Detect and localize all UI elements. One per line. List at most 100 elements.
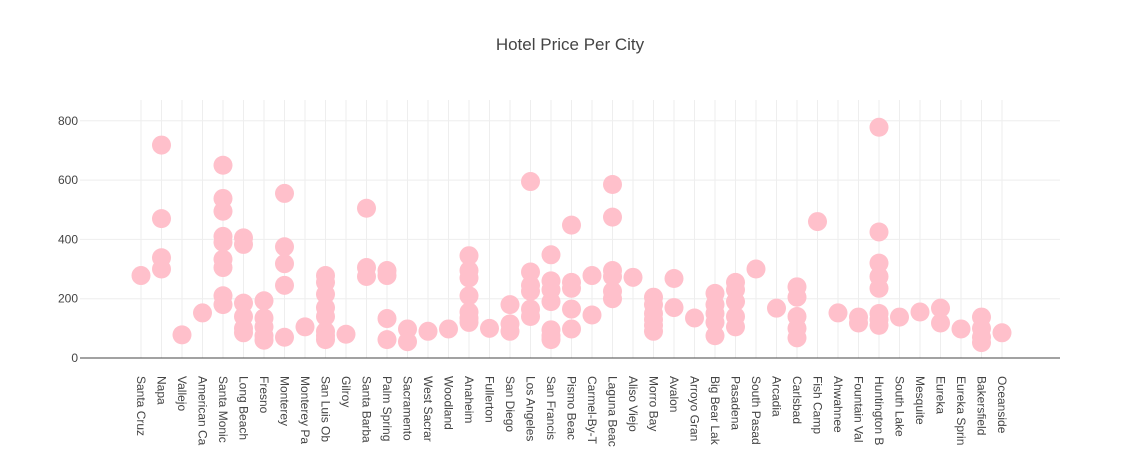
data-point (910, 302, 930, 322)
data-point (213, 155, 233, 175)
x-tick-label: Monterey Pa (298, 376, 312, 444)
x-tick-label: Fresno (257, 376, 271, 414)
x-tick-label: Morro Bay (647, 376, 661, 431)
data-point (459, 286, 479, 306)
x-tick-label: Fountain Val (852, 376, 866, 443)
data-point (377, 330, 397, 350)
data-point (562, 299, 581, 319)
x-tick-label: Ahwahnee (831, 376, 845, 433)
x-tick-label: Monterey (278, 376, 292, 426)
data-point (152, 135, 171, 155)
data-point (357, 198, 376, 218)
data-point (234, 293, 253, 313)
data-point (152, 259, 171, 279)
data-point (787, 328, 807, 348)
x-tick-label: Napa (155, 376, 169, 405)
data-point (254, 330, 274, 350)
y-tick-label: 200 (58, 292, 78, 306)
data-point (521, 262, 540, 282)
data-point (808, 212, 827, 232)
data-point (500, 321, 520, 341)
data-point (521, 172, 540, 192)
data-point (623, 267, 643, 287)
data-point (582, 266, 602, 286)
x-tick-label: Vallejo (175, 376, 189, 411)
data-point (603, 175, 622, 195)
data-point (500, 295, 520, 315)
data-point (787, 287, 807, 307)
x-tick-label: South Pasad (749, 376, 763, 445)
data-point (459, 246, 479, 266)
data-point (890, 307, 909, 327)
data-point (357, 266, 376, 286)
x-tick-label: Huntington B (872, 376, 886, 445)
data-point (131, 266, 151, 286)
x-tick-label: West Sacrar (421, 376, 435, 442)
data-point (275, 254, 294, 274)
y-tick-label: 400 (58, 232, 78, 246)
data-point (213, 201, 233, 221)
y-tick-labels: 0 200 400 600 800 (58, 114, 78, 365)
x-tick-label: Pismo Beac (565, 376, 579, 440)
data-point (439, 319, 458, 339)
x-tick-label: Los Angeles (524, 376, 538, 441)
data-point (685, 308, 704, 328)
x-tick-label: South Lake (893, 376, 907, 437)
data-point (213, 258, 233, 278)
x-tick-label: Eureka Sprin (954, 376, 968, 445)
data-point (582, 305, 602, 325)
x-tick-label: Santa Barba (360, 376, 374, 443)
data-point (767, 298, 786, 318)
x-tick-label: Pasadena (729, 376, 743, 430)
x-tick-label: Eureka (934, 376, 948, 414)
data-point (951, 319, 971, 339)
data-point (254, 291, 274, 311)
data-point (234, 323, 253, 343)
data-point (644, 321, 663, 341)
data-point (377, 309, 397, 329)
x-tick-label: American Ca (196, 376, 210, 446)
data-point (562, 215, 581, 235)
data-point (849, 313, 868, 333)
x-tick-label: Mesquite (913, 376, 927, 425)
data-point (418, 321, 438, 341)
data-point (562, 319, 581, 339)
data-point (869, 253, 889, 273)
data-point (705, 326, 725, 346)
data-point (152, 209, 171, 229)
data-point (275, 275, 294, 295)
x-tick-labels: Santa Cruz Napa Vallejo American Ca Santa Mo… (134, 376, 1009, 447)
data-point (869, 278, 889, 298)
data-point (541, 292, 561, 312)
x-tick-label: Aliso Viejo (626, 376, 640, 432)
data-point (828, 303, 848, 323)
data-point (172, 325, 192, 345)
x-tick-label: Oceanside (995, 376, 1009, 434)
x-tick-label: Avalon (667, 376, 681, 412)
data-point (562, 278, 581, 298)
data-point (336, 324, 356, 344)
data-point (664, 298, 684, 318)
data-point (869, 315, 889, 335)
y-tick-label: 0 (71, 351, 78, 365)
data-point (869, 222, 889, 242)
x-tick-label: Arroyo Gran (688, 376, 702, 441)
data-point (459, 268, 479, 288)
data-point (664, 269, 684, 289)
data-point (459, 312, 479, 332)
data-point (193, 303, 212, 323)
x-tick-label: Bakersfield (975, 376, 989, 435)
data-point (377, 266, 397, 286)
data-point (521, 306, 540, 326)
y-tick-label: 800 (58, 114, 78, 128)
data-point (869, 117, 889, 137)
x-tick-label: Gilroy (339, 376, 353, 407)
x-tick-label: Woodland (442, 376, 456, 430)
data-point (931, 298, 950, 318)
x-tick-label: Santa Cruz (134, 376, 148, 436)
x-tick-label: Fish Camp (811, 376, 825, 434)
data-point (541, 245, 561, 265)
data-point (746, 259, 766, 279)
data-point (521, 281, 540, 301)
